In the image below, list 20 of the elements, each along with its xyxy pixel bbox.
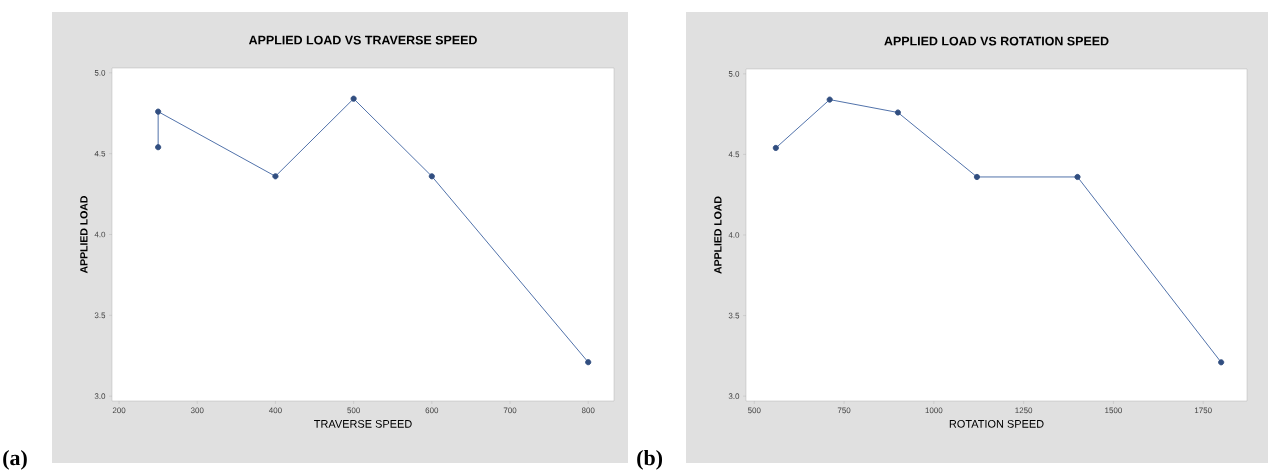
text: (b) (637, 449, 663, 470)
point (350, 95, 357, 102)
text: (a) (3, 449, 27, 470)
chart-title: APPLIED LOAD VS TRAVERSE SPEED (248, 35, 477, 45)
point (772, 144, 779, 152)
y-axis-title: APPLIED LOAD (714, 196, 722, 274)
point (428, 173, 435, 180)
point (894, 109, 901, 116)
y-axis-title: APPLIED LOAD (80, 196, 88, 274)
point (826, 96, 833, 103)
point (1218, 359, 1225, 366)
x-axis-title: ROTATION SPEED (949, 420, 1044, 428)
x-axis-title: TRAVERSE SPEED (314, 420, 412, 428)
point (272, 173, 279, 180)
point (585, 359, 592, 366)
point (973, 173, 980, 181)
chart-title: APPLIED LOAD VS ROTATION SPEED (884, 36, 1109, 46)
point (155, 144, 162, 151)
point (155, 108, 162, 115)
point (1074, 173, 1081, 181)
